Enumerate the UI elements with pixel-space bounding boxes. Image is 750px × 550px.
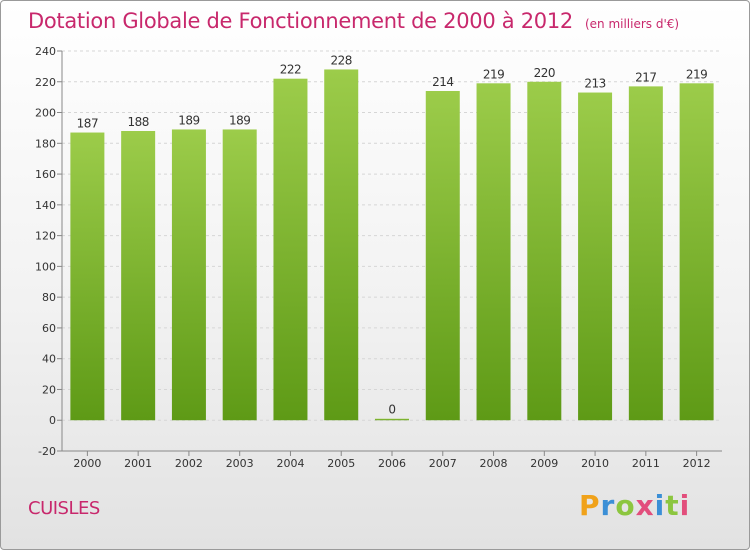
y-tick-label: 200: [35, 107, 56, 120]
x-tick-label: 2006: [378, 457, 406, 470]
x-tick-label: 2009: [530, 457, 558, 470]
bar: [425, 91, 460, 421]
chart-title: Dotation Globale de Fonctionnement de 20…: [28, 9, 679, 33]
data-label: 189: [229, 113, 250, 127]
y-tick-label: 220: [35, 76, 56, 89]
bar: [121, 131, 156, 421]
x-tick-label: 2001: [124, 457, 152, 470]
logo-letter: P: [579, 489, 601, 522]
x-tick-label: 2012: [683, 457, 711, 470]
bar: [679, 83, 714, 421]
data-label: 0: [388, 403, 395, 417]
x-tick-label: 2008: [480, 457, 508, 470]
bar: [375, 418, 409, 421]
data-label: 214: [432, 75, 453, 89]
data-label: 219: [483, 67, 504, 81]
y-tick-label: 20: [42, 383, 56, 396]
labels: -20 0 20 40 60 80 100 120 140 160 180 200 220 240 187 2…: [35, 45, 711, 470]
data-label: 222: [280, 63, 301, 77]
logo-letter: r: [600, 489, 616, 522]
bar: [70, 132, 105, 421]
data-label: 188: [127, 115, 148, 129]
bar: [476, 83, 511, 421]
grid-lines: [62, 50, 722, 452]
y-tick-label: 140: [35, 199, 56, 212]
bar: [578, 92, 613, 421]
bar: [324, 69, 359, 421]
y-tick-label: -20: [38, 445, 56, 458]
commune-name: CUISLES: [28, 498, 100, 519]
data-label: 220: [534, 66, 555, 80]
x-tick-label: 2002: [175, 457, 203, 470]
y-tick-label: 80: [42, 291, 56, 304]
y-tick-label: 180: [35, 137, 56, 150]
bar: [628, 86, 663, 421]
y-tick-label: 60: [42, 322, 56, 335]
x-tick-label: 2005: [327, 457, 355, 470]
bar: [171, 129, 206, 421]
data-label: 213: [584, 77, 605, 91]
x-tick-label: 2000: [73, 457, 101, 470]
bars: [70, 69, 714, 421]
x-tick-label: 2011: [632, 457, 660, 470]
logo-letter: o: [615, 489, 636, 522]
chart-title-text: Dotation Globale de Fonctionnement de 20…: [28, 9, 573, 33]
x-tick-label: 2004: [276, 457, 304, 470]
y-tick-label: 0: [49, 414, 56, 427]
logo-letter: i: [679, 489, 691, 522]
x-tick-label: 2007: [429, 457, 457, 470]
chart-subtitle: (en milliers d'€): [584, 17, 680, 31]
data-label: 189: [178, 113, 199, 127]
axes: [57, 50, 722, 456]
data-label: 187: [77, 117, 98, 131]
data-label: 219: [686, 67, 707, 81]
proxiti-logo[interactable]: Proxiti: [579, 489, 690, 522]
data-label: 217: [635, 70, 656, 84]
x-tick-label: 2010: [581, 457, 609, 470]
y-tick-label: 40: [42, 353, 56, 366]
y-tick-label: 160: [35, 168, 56, 181]
y-tick-label: 120: [35, 230, 56, 243]
y-tick-label: 100: [35, 260, 56, 273]
y-tick-label: 240: [35, 45, 56, 58]
bar: [222, 129, 257, 421]
x-tick-label: 2003: [226, 457, 254, 470]
bar: [527, 81, 562, 421]
bar: [273, 78, 308, 421]
logo-letter: x: [635, 489, 655, 522]
data-label: 228: [331, 53, 352, 67]
logo-letter: t: [665, 489, 680, 522]
logo-letter: i: [654, 489, 666, 522]
